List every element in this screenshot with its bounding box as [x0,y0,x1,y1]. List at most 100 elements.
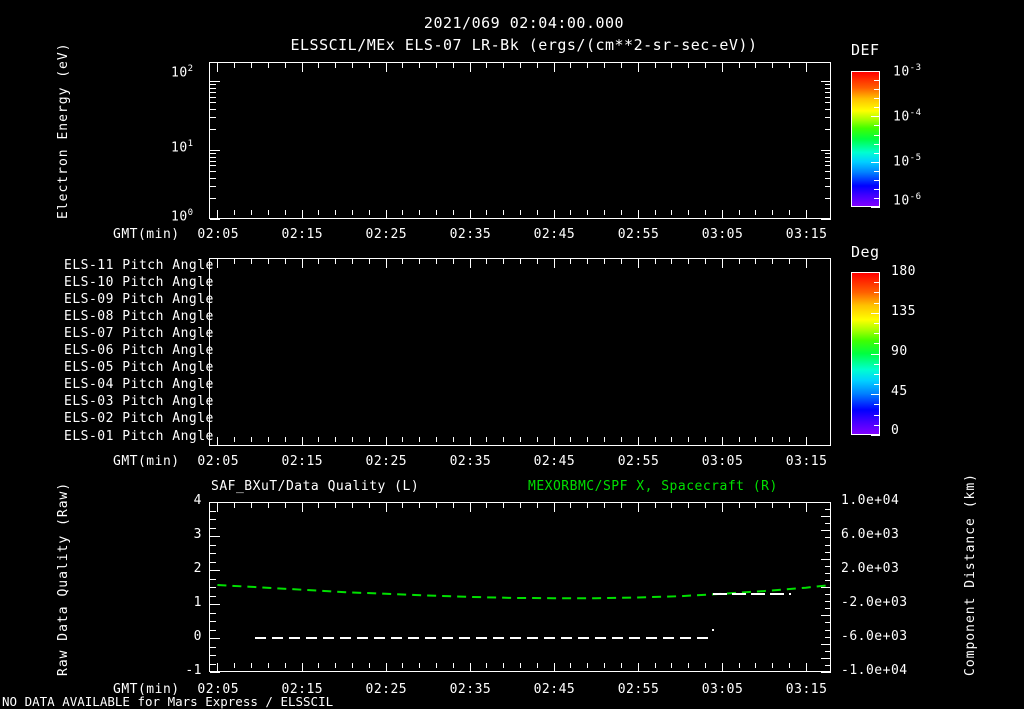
p2-x-bot-tick [738,437,740,442]
panel-bottom-ytick-label-right: 1.0e+04 [841,493,900,508]
panel-bottom-ytick-left [210,604,220,605]
p1-x-top-tick [267,63,269,68]
p3-x-bot-tick [637,663,639,672]
ytick [210,102,216,103]
panel-bottom-ytick-label-right: -6.0e+03 [841,629,908,644]
colorbar-deg-tick [874,373,880,375]
ytick [821,150,831,152]
p1-x-top-tick [654,63,656,68]
p3-x-bot-tick [604,663,606,668]
p2-x-bot-tick [671,437,673,442]
colorbar-deg-label-135: 135 [891,304,916,319]
p1-x-top-tick [688,63,690,68]
p1-x-top-tick [335,63,337,68]
colorbar-def-label-1e-4: 10-4 [893,108,922,125]
p2-x-bot-tick [503,437,505,442]
p2-x-bot-tick [217,437,219,446]
xaxis-tick-label: 02:35 [449,227,492,242]
p1-x-top-tick [452,63,454,68]
ytick-exp-1e0: 0 [187,208,194,218]
p1-x-bot-tick [553,210,555,219]
pitch-angle-row-label: ELS-01 Pitch Angle [64,428,214,444]
panel-bottom-ytick-left [210,672,220,673]
colorbar-def-title: DEF [851,41,880,59]
p2-x-top-tick [721,259,723,268]
p1-x-bot-tick [368,210,370,215]
colorbar-def-tick [871,161,880,163]
pitch-angle-row-label: ELS-09 Pitch Angle [64,291,214,307]
panel-electron-energy-plot-area[interactable] [209,62,831,219]
p2-x-top-tick [536,259,538,264]
spacecraft-x-distance-line [217,584,831,600]
xaxis-tick-label: 03:05 [701,454,744,469]
ytick [825,108,831,110]
panel-electron-energy-ylabel: Electron Energy (eV) [56,42,71,219]
p1-x-bot-tick [721,210,723,219]
p3-x-bot-tick [335,663,337,668]
p3-x-top-tick [284,503,286,508]
p1-x-top-tick [587,63,589,68]
colorbar-deg-tick [874,343,880,345]
panel-bottom-ytick-right [821,643,831,645]
p2-x-top-tick [587,259,589,264]
ytick-label-1e0: 100 [171,208,194,225]
p1-x-top-tick [772,63,774,68]
p2-x-top-tick [553,259,555,268]
panel-bottom-ytick-right [821,558,831,560]
status-message: NO DATA AVAILABLE for Mars Express / ELS… [2,694,334,709]
pitch-angle-row-label: ELS-06 Pitch Angle [64,343,214,358]
p2-x-top-tick [637,259,639,268]
p1-x-bot-tick [772,210,774,215]
pitch-angle-row-label: ELS-08 Pitch Angle [64,308,214,324]
p1-x-bot-tick [486,210,488,215]
p2-x-bot-tick [587,437,589,442]
ytick [825,186,831,188]
ytick [210,219,220,220]
colorbar-def-tick [874,152,880,154]
p2-x-top-tick [772,259,774,264]
colorbar-def-tick [874,125,880,127]
panel-bottom-ytick-label-left: 1 [193,595,202,610]
p2-x-top-tick [738,259,740,264]
ytick [210,177,216,179]
p1-x-bot-tick [284,210,286,215]
p2-x-top-tick [620,259,622,264]
p3-x-top-tick [385,503,387,512]
p3-x-top-tick [469,503,471,512]
ytick [825,91,831,93]
p1-x-bot-tick [503,210,505,215]
colorbar-deg-title: Deg [851,243,880,261]
colorbar-def-tick [874,188,880,190]
p1-x-bot-tick [587,210,589,215]
panel-bottom-ytick-left [210,621,216,622]
p3-x-bot-tick [284,663,286,668]
colorbar-deg-tick [874,414,880,416]
xaxis-tick-label: 02:25 [365,227,408,242]
page-title: 2021/069 02:04:00.000 [423,14,625,32]
p2-x-bot-tick [486,437,488,442]
ytick [825,198,831,200]
ytick [210,129,216,131]
panel-data-quality-plot-area[interactable] [209,502,831,672]
colorbar-def[interactable] [851,71,880,207]
panel-electron-energy-xlabel: GMT(min) [113,227,180,242]
p3-x-bot-tick [385,663,387,672]
p2-x-top-tick [368,259,370,264]
panel-bottom-ytick-right [825,565,831,567]
p2-x-bot-tick [570,437,572,442]
panel-pitch-angle-plot-area[interactable] [209,258,831,446]
ytick [210,150,220,152]
pitch-angle-row-label: ELS-11 Pitch Angle [64,257,214,273]
ytick [210,108,216,110]
p2-x-top-tick [251,259,252,264]
colorbar-def-tick [871,71,880,72]
p3-x-bot-tick [721,663,723,672]
colorbar-def-tick [874,80,880,82]
p1-x-top-tick [604,63,606,68]
p2-x-top-tick [805,259,807,268]
p2-x-top-tick [688,259,690,264]
xaxis-tick-label: 03:05 [701,682,744,697]
colorbar-deg-tick [874,302,880,304]
colorbar-deg-tick [871,312,880,314]
p2-x-bot-tick [351,437,353,442]
